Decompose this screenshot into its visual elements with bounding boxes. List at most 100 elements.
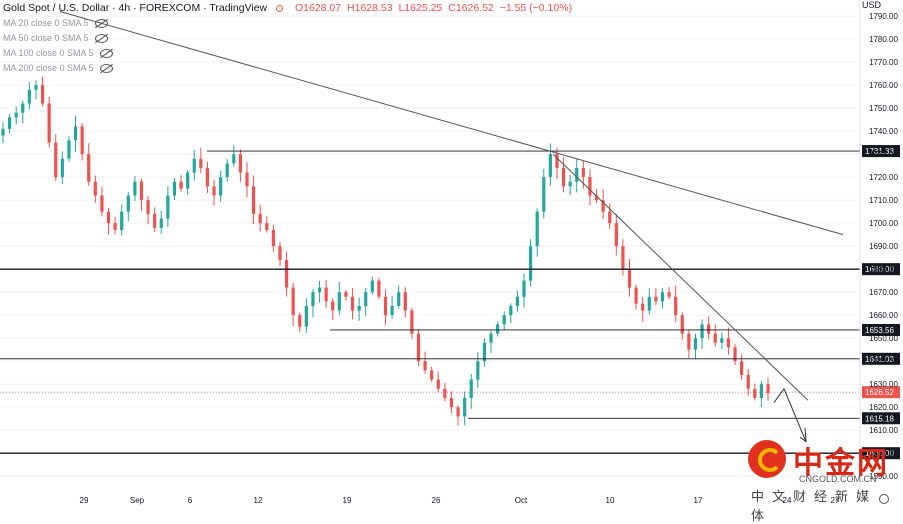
candle-body	[47, 103, 51, 143]
candle-body	[581, 167, 585, 178]
candle-body	[403, 292, 407, 311]
indicator-row[interactable]: MA 200 close 0 SMA 5	[3, 61, 113, 76]
candle-body	[21, 103, 25, 113]
y-tick-label: 1790.00	[869, 12, 898, 21]
y-tick-label: 1600.00	[869, 449, 898, 458]
indicator-label: MA 200 close 0 SMA 5	[3, 63, 94, 73]
candle-body	[713, 333, 717, 343]
candle-body	[733, 347, 737, 362]
candle-body	[594, 195, 599, 201]
close-value: C1626.52	[448, 2, 494, 14]
candle-body	[106, 211, 111, 224]
hidden-eye-icon[interactable]	[94, 34, 108, 43]
candle-body	[423, 361, 427, 371]
candle-body	[337, 292, 341, 311]
y-tick-label: 1720.00	[869, 173, 898, 182]
y-tick-label: 1590.00	[869, 472, 898, 481]
hidden-eye-icon[interactable]	[94, 19, 108, 28]
price-level-label: 1653.56	[865, 326, 894, 335]
candle-body	[449, 397, 454, 408]
candle-body	[298, 315, 302, 327]
y-tick-label: 1670.00	[869, 288, 898, 297]
candle-body	[489, 333, 493, 343]
indicator-label: MA 50 close 0 SMA 5	[3, 33, 89, 43]
candle-body	[436, 379, 440, 389]
indicator-row[interactable]: MA 50 close 0 SMA 5	[3, 31, 113, 46]
candle-body	[324, 287, 328, 302]
x-tick-label: 19	[343, 496, 352, 505]
time-axis[interactable]: 29 Sep 6 12 19 26 Oct 10 17 24 27	[80, 496, 840, 505]
logo-domain: CNGOLD.COM.CN	[799, 474, 877, 484]
candle-body	[766, 384, 770, 394]
candle-body	[509, 305, 513, 316]
symbol-title[interactable]: Gold Spot / U.S. Dollar · 4h · FOREXCOM …	[3, 2, 268, 14]
x-tick-label: 10	[606, 496, 615, 505]
candle-body	[7, 117, 12, 129]
candle-body	[720, 338, 724, 343]
currency-label[interactable]: USD	[861, 0, 881, 10]
logo-tagline: 中文财经新媒体	[751, 490, 878, 524]
grid-lines	[0, 15, 860, 477]
candle-body	[350, 296, 355, 311]
y-tick-label: 1620.00	[869, 403, 898, 412]
candle-body	[34, 85, 38, 90]
x-tick-label: 12	[254, 496, 263, 505]
y-tick-label: 1640.00	[869, 357, 898, 366]
projection-arrow	[773, 387, 807, 443]
candle-body	[27, 89, 31, 104]
candle-body	[502, 315, 506, 325]
gear-icon[interactable]	[879, 494, 889, 504]
hidden-eye-icon[interactable]	[99, 64, 113, 73]
y-tick-label: 1650.00	[869, 334, 898, 343]
candle-body	[515, 296, 519, 306]
indicator-row[interactable]: MA 20 close 0 SMA 5	[3, 16, 113, 31]
logo-wordmark: 中金网	[793, 446, 889, 481]
y-tick-label: 1780.00	[869, 35, 898, 44]
candle-body	[575, 167, 579, 182]
x-tick-label: 6	[188, 496, 193, 505]
y-tick-label: 1680.00	[869, 265, 898, 274]
candle-body	[179, 181, 183, 189]
candle-body	[113, 223, 117, 231]
candle-body	[93, 181, 97, 196]
price-axis[interactable]: 1590.00 1600.00 1610.00 1620.00 1630.00 1640.…	[859, 0, 898, 490]
x-tick-label: 24	[783, 496, 792, 505]
price-levels: 1731.33 1680.00 1653.56 1641.03 1626.52 1615.…	[0, 145, 900, 460]
candle-body	[535, 211, 539, 247]
price-level-label: 1680.00	[865, 265, 894, 274]
candle-body	[80, 126, 84, 155]
candle-body	[284, 259, 289, 288]
candle-body	[317, 287, 322, 293]
hidden-eye-icon[interactable]	[99, 49, 113, 58]
y-tick-label: 1760.00	[869, 81, 898, 90]
candle-body	[304, 305, 308, 327]
candle-body	[588, 177, 592, 196]
indicator-label: MA 20 close 0 SMA 5	[3, 18, 89, 28]
candle-body	[416, 333, 421, 362]
candle-body	[1, 128, 5, 136]
candle-body	[238, 154, 243, 173]
price-chart[interactable]: 1731.33 1680.00 1653.56 1641.03 1626.52 1615.…	[0, 0, 903, 510]
price-level-badge	[862, 447, 900, 460]
indicator-row[interactable]: MA 100 close 0 SMA 5	[3, 46, 113, 61]
candle-body	[693, 338, 698, 350]
candle-body	[311, 292, 315, 306]
candle-body	[410, 310, 414, 334]
candle-body	[205, 167, 210, 187]
price-level-badge	[862, 263, 900, 276]
price-level-badge	[862, 145, 900, 158]
candle-body	[456, 407, 460, 417]
ohlc-readout: O1628.07 H1628.53 L1625.25 C1626.52 −1.5…	[295, 2, 575, 14]
y-tick-label: 1630.00	[869, 380, 898, 389]
candle-body	[133, 181, 137, 196]
candle-body	[186, 172, 190, 189]
candle-body	[357, 305, 361, 311]
candle-body	[568, 181, 572, 187]
watermark-logo: 中金网 CNGOLD.COM.CN 中文财经新媒体	[745, 436, 895, 524]
candle-body	[265, 223, 269, 231]
candle-body	[496, 324, 500, 334]
candle-body	[634, 287, 638, 304]
candle-body	[740, 361, 744, 375]
candle-body	[14, 112, 18, 118]
candle-body	[647, 296, 651, 311]
